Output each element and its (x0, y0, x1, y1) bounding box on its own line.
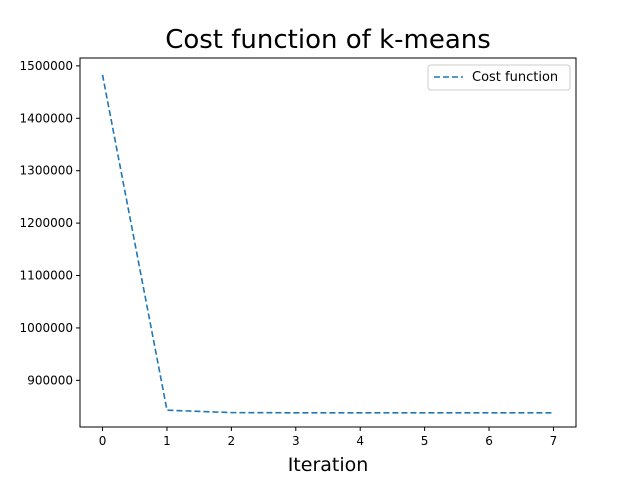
y-axis: 900000 1000000 1100000 1200000 1300000 140000… (20, 59, 80, 387)
y-tick-label: 1200000 (20, 216, 73, 230)
series-line-cost-function (101, 74, 554, 414)
y-tick-label: 900000 (27, 373, 73, 387)
x-tick-label: 2 (228, 434, 236, 448)
y-tick-label: 1500000 (20, 59, 73, 73)
x-tick-label: 7 (550, 434, 558, 448)
y-tick-label: 1100000 (20, 269, 73, 283)
x-tick-label: 1 (163, 434, 171, 448)
x-tick-label: 5 (421, 434, 429, 448)
x-tick-label: 3 (292, 434, 300, 448)
y-tick-label: 1400000 (20, 111, 73, 125)
x-tick-label: 6 (485, 434, 493, 448)
chart-title: Cost function of k-means (165, 25, 491, 55)
plot-area (79, 57, 577, 428)
x-axis: 0 1 2 3 4 5 6 7 (99, 427, 558, 448)
legend-box (427, 64, 571, 91)
legend-label-cost-function: Cost function (472, 70, 558, 85)
x-tick-label: 0 (99, 434, 107, 448)
y-tick-label: 1000000 (20, 321, 73, 335)
x-tick-label: 4 (356, 434, 364, 448)
y-tick-label: 1300000 (20, 164, 73, 178)
series-layer (101, 74, 554, 414)
legend: Cost function (427, 64, 571, 91)
x-axis-label: Iteration (288, 454, 369, 476)
